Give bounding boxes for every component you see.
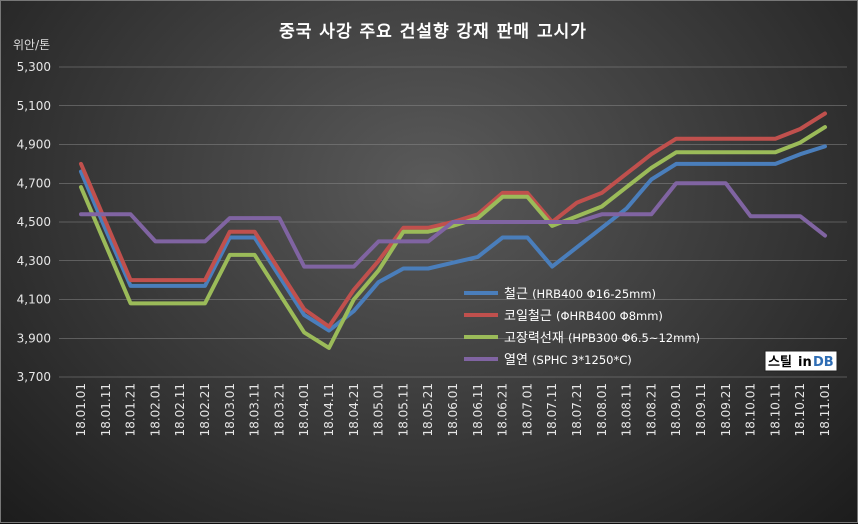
x-tick-label: 18.09.01 <box>669 383 683 436</box>
y-tick-label: 4,100 <box>17 293 51 307</box>
watermark-part3: DB <box>813 355 834 370</box>
y-tick-label: 5,100 <box>17 99 51 113</box>
x-axis-ticks: 18.01.01 18.01.11 18.01.21 18.02.01 18.02.11… <box>74 383 832 436</box>
x-tick-label: 18.03.01 <box>223 383 237 436</box>
x-tick-label: 18.10.11 <box>768 383 782 436</box>
x-tick-label: 18.03.11 <box>248 383 262 436</box>
y-tick-label: 3,700 <box>17 370 51 384</box>
legend-label: 코일철근 (ΦHRB400 Φ8mm) <box>504 309 663 324</box>
legend: 철근 (HRB400 Φ16-25mm) 코일철근 (ΦHRB400 Φ8mm) 고… <box>464 287 700 368</box>
y-tick-label: 5,300 <box>17 60 51 74</box>
x-tick-label: 18.05.11 <box>396 383 410 436</box>
y-tick-label: 3,900 <box>17 331 51 345</box>
legend-label: 열연 (SPHC 3*1250*C) <box>504 353 632 368</box>
y-axis-ticks: 3,700 3,900 4,100 4,300 4,500 4,700 4,900 5,100… <box>17 60 51 384</box>
x-tick-label: 18.07.01 <box>520 383 534 436</box>
legend-label: 고장력선재 (HPB300 Φ6.5~12mm) <box>504 331 700 346</box>
x-tick-label: 18.02.21 <box>198 383 212 436</box>
y-tick-label: 4,500 <box>17 215 51 229</box>
watermark-logo: 스틸 in DB <box>764 350 838 372</box>
series-lines <box>79 111 827 350</box>
x-tick-label: 18.11.01 <box>818 383 832 436</box>
x-tick-label: 18.01.11 <box>99 383 113 436</box>
series-line-3 <box>79 125 827 350</box>
x-tick-label: 18.10.01 <box>744 383 758 436</box>
x-tick-label: 18.01.21 <box>124 383 138 436</box>
x-tick-label: 18.04.21 <box>347 383 361 436</box>
x-tick-label: 18.09.11 <box>694 383 708 436</box>
x-tick-label: 18.02.01 <box>148 383 162 436</box>
watermark-part2: in <box>798 355 812 370</box>
y-tick-label: 4,300 <box>17 254 51 268</box>
x-tick-label: 18.08.01 <box>595 383 609 436</box>
series-line-4 <box>79 181 827 269</box>
watermark-part1: 스틸 <box>768 355 792 370</box>
x-tick-label: 18.06.21 <box>496 383 510 436</box>
x-tick-label: 18.07.21 <box>570 383 584 436</box>
x-tick-label: 18.07.11 <box>545 383 559 436</box>
y-tick-label: 4,900 <box>17 138 51 152</box>
x-tick-label: 18.02.11 <box>173 383 187 436</box>
x-tick-label: 18.08.11 <box>620 383 634 436</box>
x-tick-label: 18.05.21 <box>421 383 435 436</box>
chart-title: 중국 사강 주요 건설향 강재 판매 고시가 <box>279 21 587 42</box>
x-tick-label: 18.08.21 <box>644 383 658 436</box>
x-tick-label: 18.09.21 <box>719 383 733 436</box>
x-tick-label: 18.03.21 <box>272 383 286 436</box>
x-tick-label: 18.01.01 <box>74 383 88 436</box>
x-tick-label: 18.04.11 <box>322 383 336 436</box>
x-tick-label: 18.06.11 <box>471 383 485 436</box>
x-tick-label: 18.04.01 <box>297 383 311 436</box>
x-tick-label: 18.05.01 <box>372 383 386 436</box>
y-unit-label: 위안/톤 <box>13 38 50 52</box>
y-tick-label: 4,700 <box>17 176 51 190</box>
legend-label: 철근 (HRB400 Φ16-25mm) <box>504 287 656 302</box>
x-tick-label: 18.06.01 <box>446 383 460 436</box>
series-line-1 <box>79 144 827 333</box>
x-tick-label: 18.10.21 <box>793 383 807 436</box>
